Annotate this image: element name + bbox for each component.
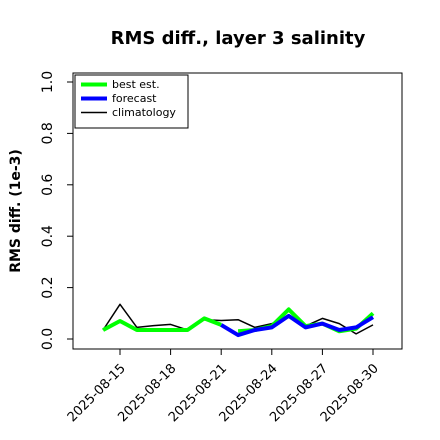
y-axis-label: RMS diff. (1e-3): [8, 149, 24, 273]
series-line-forecast: [220, 313, 375, 338]
y-tick-label: 0.2: [40, 276, 56, 298]
series-line-climatology: [102, 303, 374, 335]
y-tick-label: 0.0: [40, 328, 56, 350]
y-tick-label: 0.8: [40, 122, 56, 144]
legend-label: climatology: [112, 106, 176, 119]
legend-label: best est.: [112, 78, 160, 91]
y-tick-label: 0.6: [40, 174, 56, 196]
y-tick-label: 0.4: [40, 225, 56, 247]
chart-title: RMS diff., layer 3 salinity: [111, 28, 366, 49]
legend-label: forecast: [112, 92, 157, 105]
y-tick-label: 1.0: [40, 71, 56, 93]
series-line-best-est: [102, 316, 222, 332]
plot-frame: [72, 72, 403, 350]
